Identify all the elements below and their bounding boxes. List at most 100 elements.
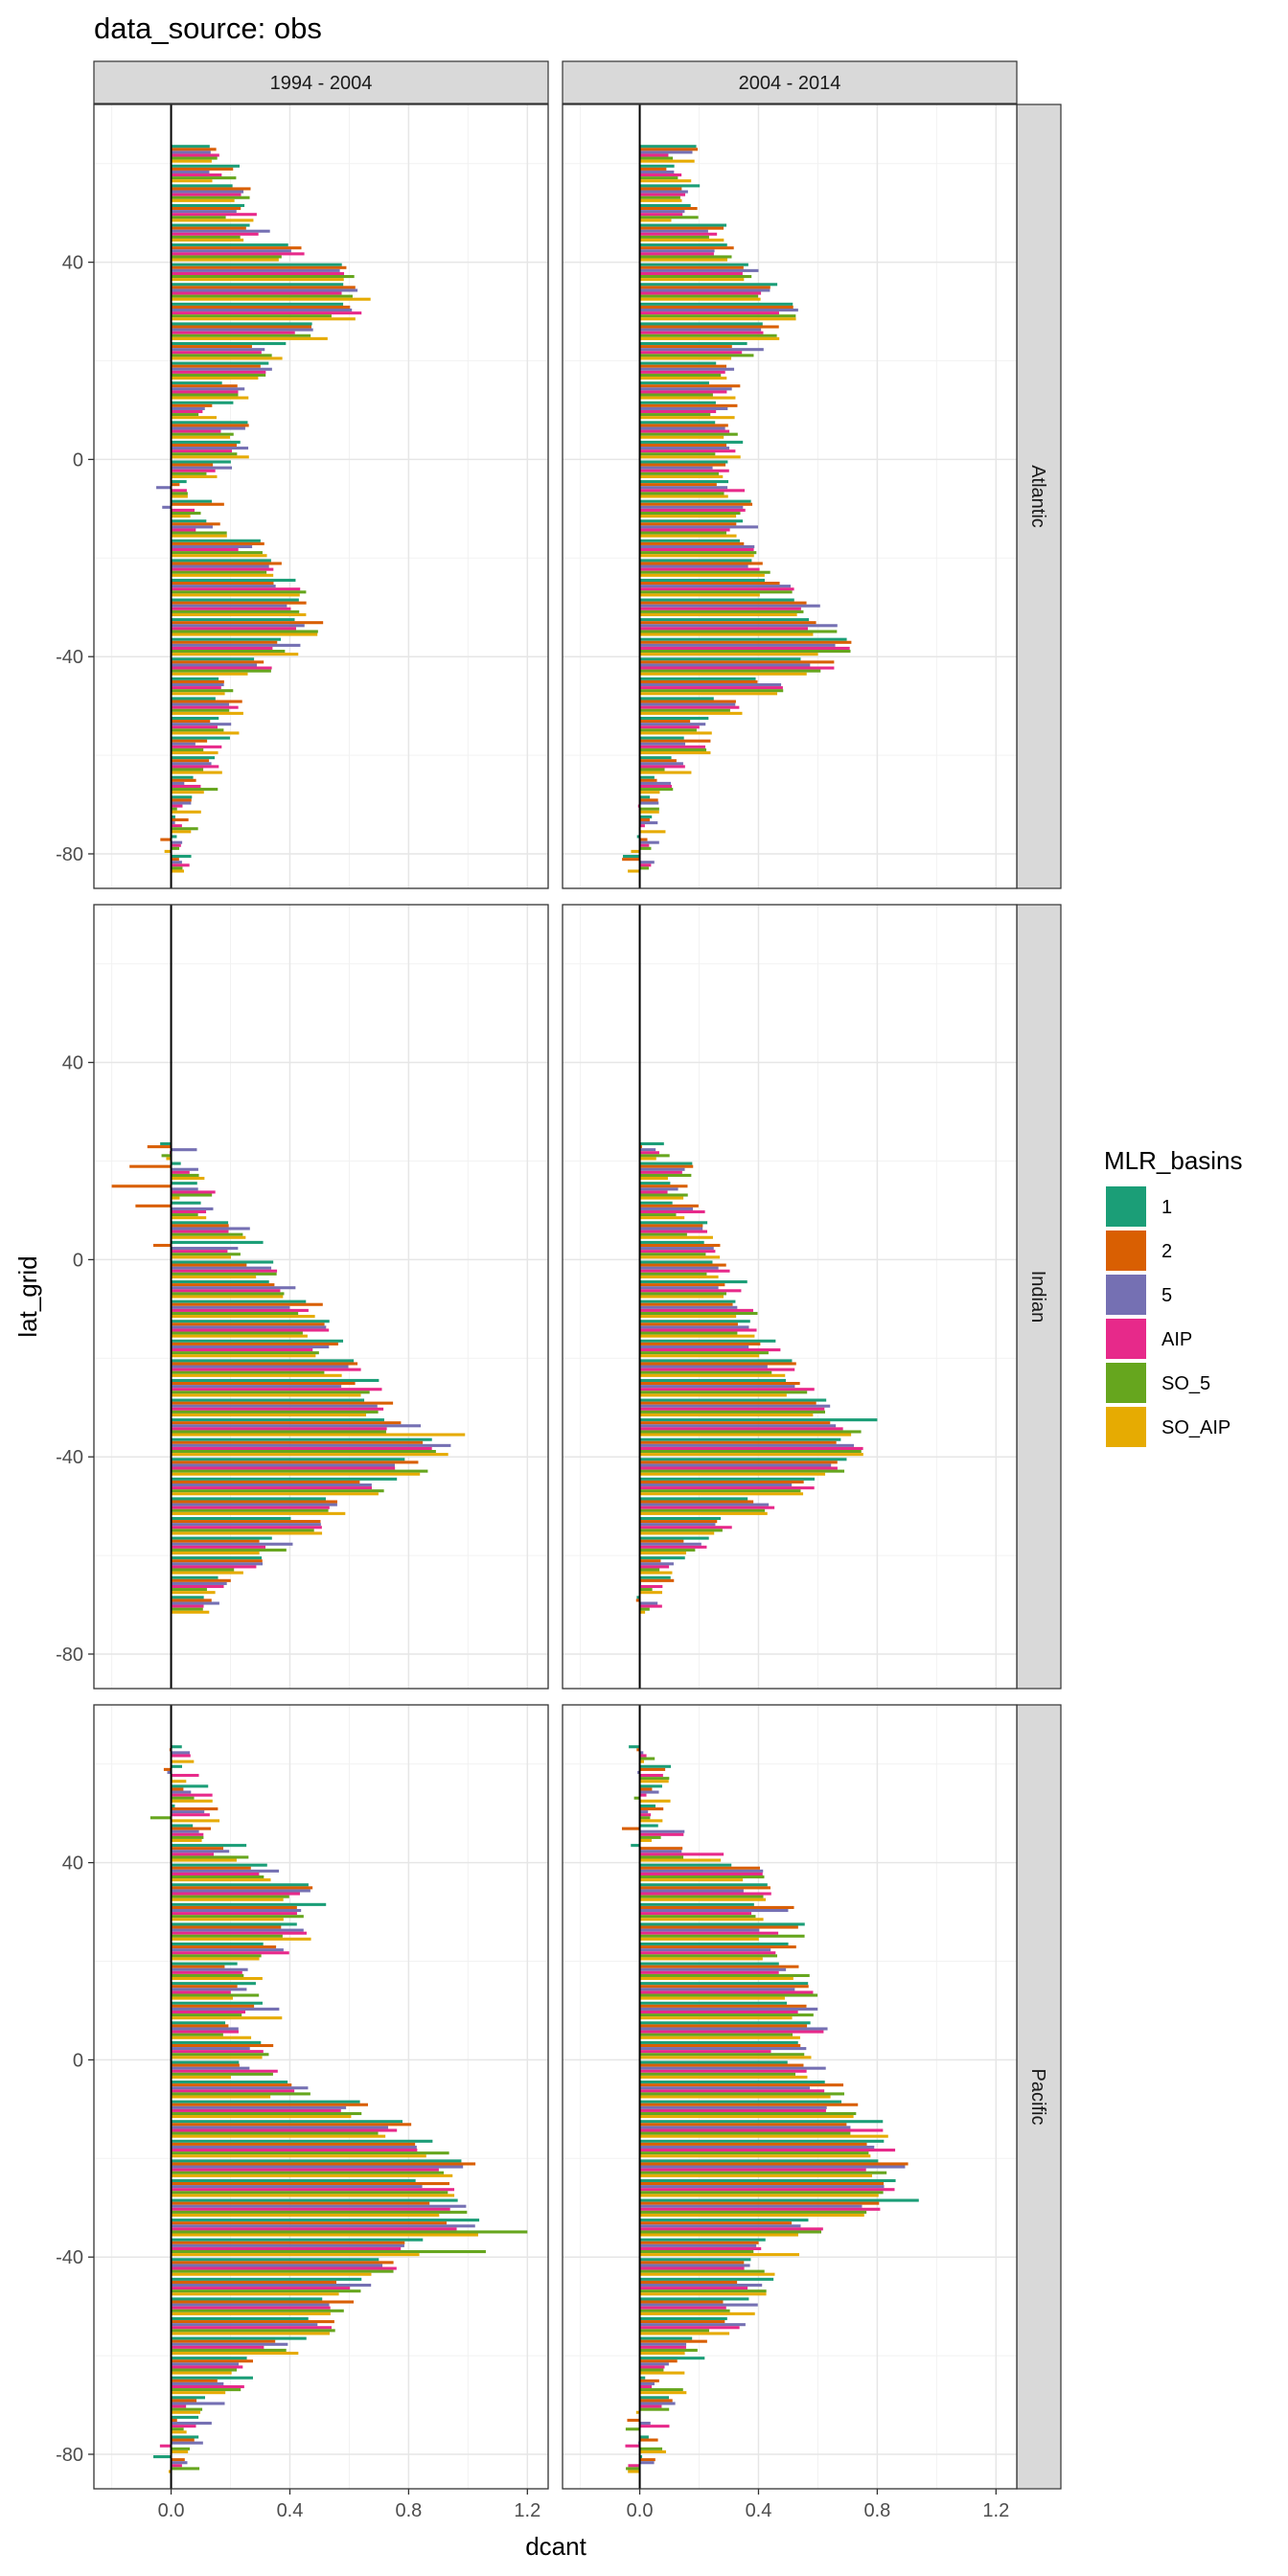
- bar-1-lat--18: [171, 2139, 433, 2143]
- bar-1-lat--66: [171, 1576, 218, 1579]
- bar-5-lat--42: [171, 663, 258, 667]
- bar-so-5-lat-42: [171, 255, 282, 259]
- bar-2-lat-14: [639, 384, 741, 388]
- bar-1-lat-62: [629, 1745, 640, 1749]
- bar-so-aip-lat-62: [639, 1760, 644, 1763]
- bar-aip-lat-14: [639, 1990, 814, 1994]
- bar-1-lat--58: [171, 736, 230, 740]
- bar-1-lat--30: [171, 598, 299, 602]
- bar-1-lat--14: [639, 2120, 884, 2124]
- bar-aip-lat--58: [639, 2345, 686, 2349]
- bar-aip-lat-38: [639, 1872, 763, 1876]
- bar-so-5-lat--6: [171, 492, 188, 495]
- bar-aip-lat--26: [171, 2188, 455, 2192]
- x-tick-label: 0.8: [863, 2500, 890, 2521]
- bar-aip-lat-34: [171, 1892, 300, 1896]
- bar-aip-lat--6: [639, 1289, 742, 1293]
- panel-atlantic-1: [88, 104, 549, 889]
- bar-5-lat-14: [171, 1187, 198, 1191]
- bar-5-lat--30: [639, 2204, 862, 2208]
- legend-label: SO_5: [1162, 1373, 1210, 1394]
- bar-aip-lat-10: [171, 2010, 246, 2014]
- y-tick-label: 0: [73, 2050, 83, 2071]
- bar-aip-lat--34: [639, 1427, 843, 1431]
- bar-so-aip-lat--34: [171, 1433, 466, 1437]
- bar-2-lat--62: [171, 2359, 254, 2363]
- bar-aip-lat--74: [639, 824, 645, 828]
- bar-so-aip-lat-38: [171, 1878, 271, 1882]
- bar-aip-lat--46: [639, 686, 783, 690]
- bar-2-lat--46: [171, 1480, 360, 1484]
- bar-1-lat--54: [171, 716, 219, 721]
- bar-so-5-lat--70: [171, 807, 177, 811]
- strip-label-row-2: Indian: [1027, 1271, 1048, 1323]
- bar-aip-lat--34: [639, 2227, 823, 2231]
- bar-5-lat-58: [639, 170, 675, 174]
- row-strip-indian: Indian: [1016, 904, 1062, 1690]
- bar-5-lat--46: [171, 2283, 372, 2288]
- bar-so-aip-lat-26: [639, 336, 780, 340]
- bar-5-lat--30: [171, 1404, 378, 1408]
- bar-aip-lat--54: [639, 1526, 732, 1530]
- bar-so-aip-lat--18: [639, 1354, 760, 1358]
- bar-5-lat--10: [639, 505, 744, 509]
- bar-5-lat-62: [639, 1751, 644, 1755]
- bar-1-lat--34: [171, 618, 295, 622]
- bar-1-lat--70: [639, 795, 651, 799]
- bar-1-lat--30: [171, 1398, 365, 1402]
- x-axis-tick-labels: 0.0 0.4 0.8 1.2 0.0 0.4 0.8 1.2: [158, 2500, 1010, 2521]
- bar-aip-lat--70: [639, 2404, 662, 2408]
- bar-5-lat-6: [171, 426, 245, 430]
- bar-so-5-lat--50: [639, 1508, 766, 1512]
- bar-so-aip-lat--2: [171, 474, 218, 478]
- bar-so-aip-lat--38: [639, 2253, 800, 2257]
- bar-5-lat--70: [639, 1601, 658, 1605]
- bar-1-lat--30: [639, 2198, 919, 2202]
- bar-so-aip-lat--54: [639, 2332, 730, 2335]
- bar-1-lat--50: [639, 697, 714, 701]
- bar-2-lat--70: [171, 1598, 212, 1602]
- bar-so-5-lat--50: [639, 708, 730, 712]
- bar-1-lat-58: [171, 1764, 183, 1768]
- bar-aip-lat-30: [171, 1912, 297, 1916]
- bar-so-aip-lat-26: [171, 336, 328, 340]
- bar-2-lat-22: [639, 1145, 642, 1149]
- bar-2-lat-38: [171, 1866, 251, 1870]
- bar-aip-lat--22: [171, 567, 274, 571]
- bar-so-5-lat-10: [171, 413, 199, 417]
- bar-1-lat-30: [639, 1902, 754, 1906]
- bar-2-lat--54: [639, 2320, 725, 2324]
- bar-so-5-lat-22: [639, 1954, 777, 1958]
- bar-5-lat--10: [162, 505, 172, 509]
- bar-so-5-lat--26: [171, 1391, 370, 1394]
- bar-1-lat-14: [639, 381, 709, 385]
- legend-items: 1 2 5 AIP SO_5 SO_AIP: [1106, 1186, 1230, 1447]
- bar-5-lat--78: [171, 840, 183, 844]
- panel-border: [562, 104, 1018, 889]
- bar-so-5-lat-38: [639, 275, 752, 279]
- bar-5-lat--30: [639, 604, 820, 608]
- bar-so-5-lat--62: [171, 768, 204, 771]
- bar-so-aip-lat--38: [639, 653, 818, 656]
- bar-5-lat-10: [639, 2007, 818, 2011]
- bar-1-lat-38: [171, 263, 342, 266]
- bar-so-aip-lat-6: [639, 1235, 713, 1239]
- bar-so-aip-lat--26: [639, 593, 760, 597]
- bar-5-lat--66: [639, 781, 672, 785]
- legend-key: [1106, 1319, 1146, 1359]
- bar-aip-lat-38: [639, 271, 743, 276]
- bar-2-lat-50: [171, 1807, 218, 1811]
- bar-aip-lat--50: [639, 705, 740, 709]
- bar-aip-lat-50: [639, 1813, 652, 1817]
- bar-2-lat--22: [171, 1362, 358, 1366]
- bar-so-5-lat-46: [639, 1835, 661, 1839]
- bar-so-5-lat--18: [639, 2151, 869, 2155]
- bar-2-lat--54: [171, 720, 211, 724]
- bar-aip-lat--46: [171, 1486, 372, 1490]
- bar-so-5-lat-2: [639, 1253, 706, 1256]
- bar-2-lat--10: [639, 1302, 733, 1306]
- bar-so-aip-lat-10: [639, 2016, 793, 2020]
- bar-5-lat--2: [639, 466, 713, 470]
- bar-aip-lat--10: [639, 1308, 753, 1312]
- bar-aip-lat-18: [171, 1170, 190, 1174]
